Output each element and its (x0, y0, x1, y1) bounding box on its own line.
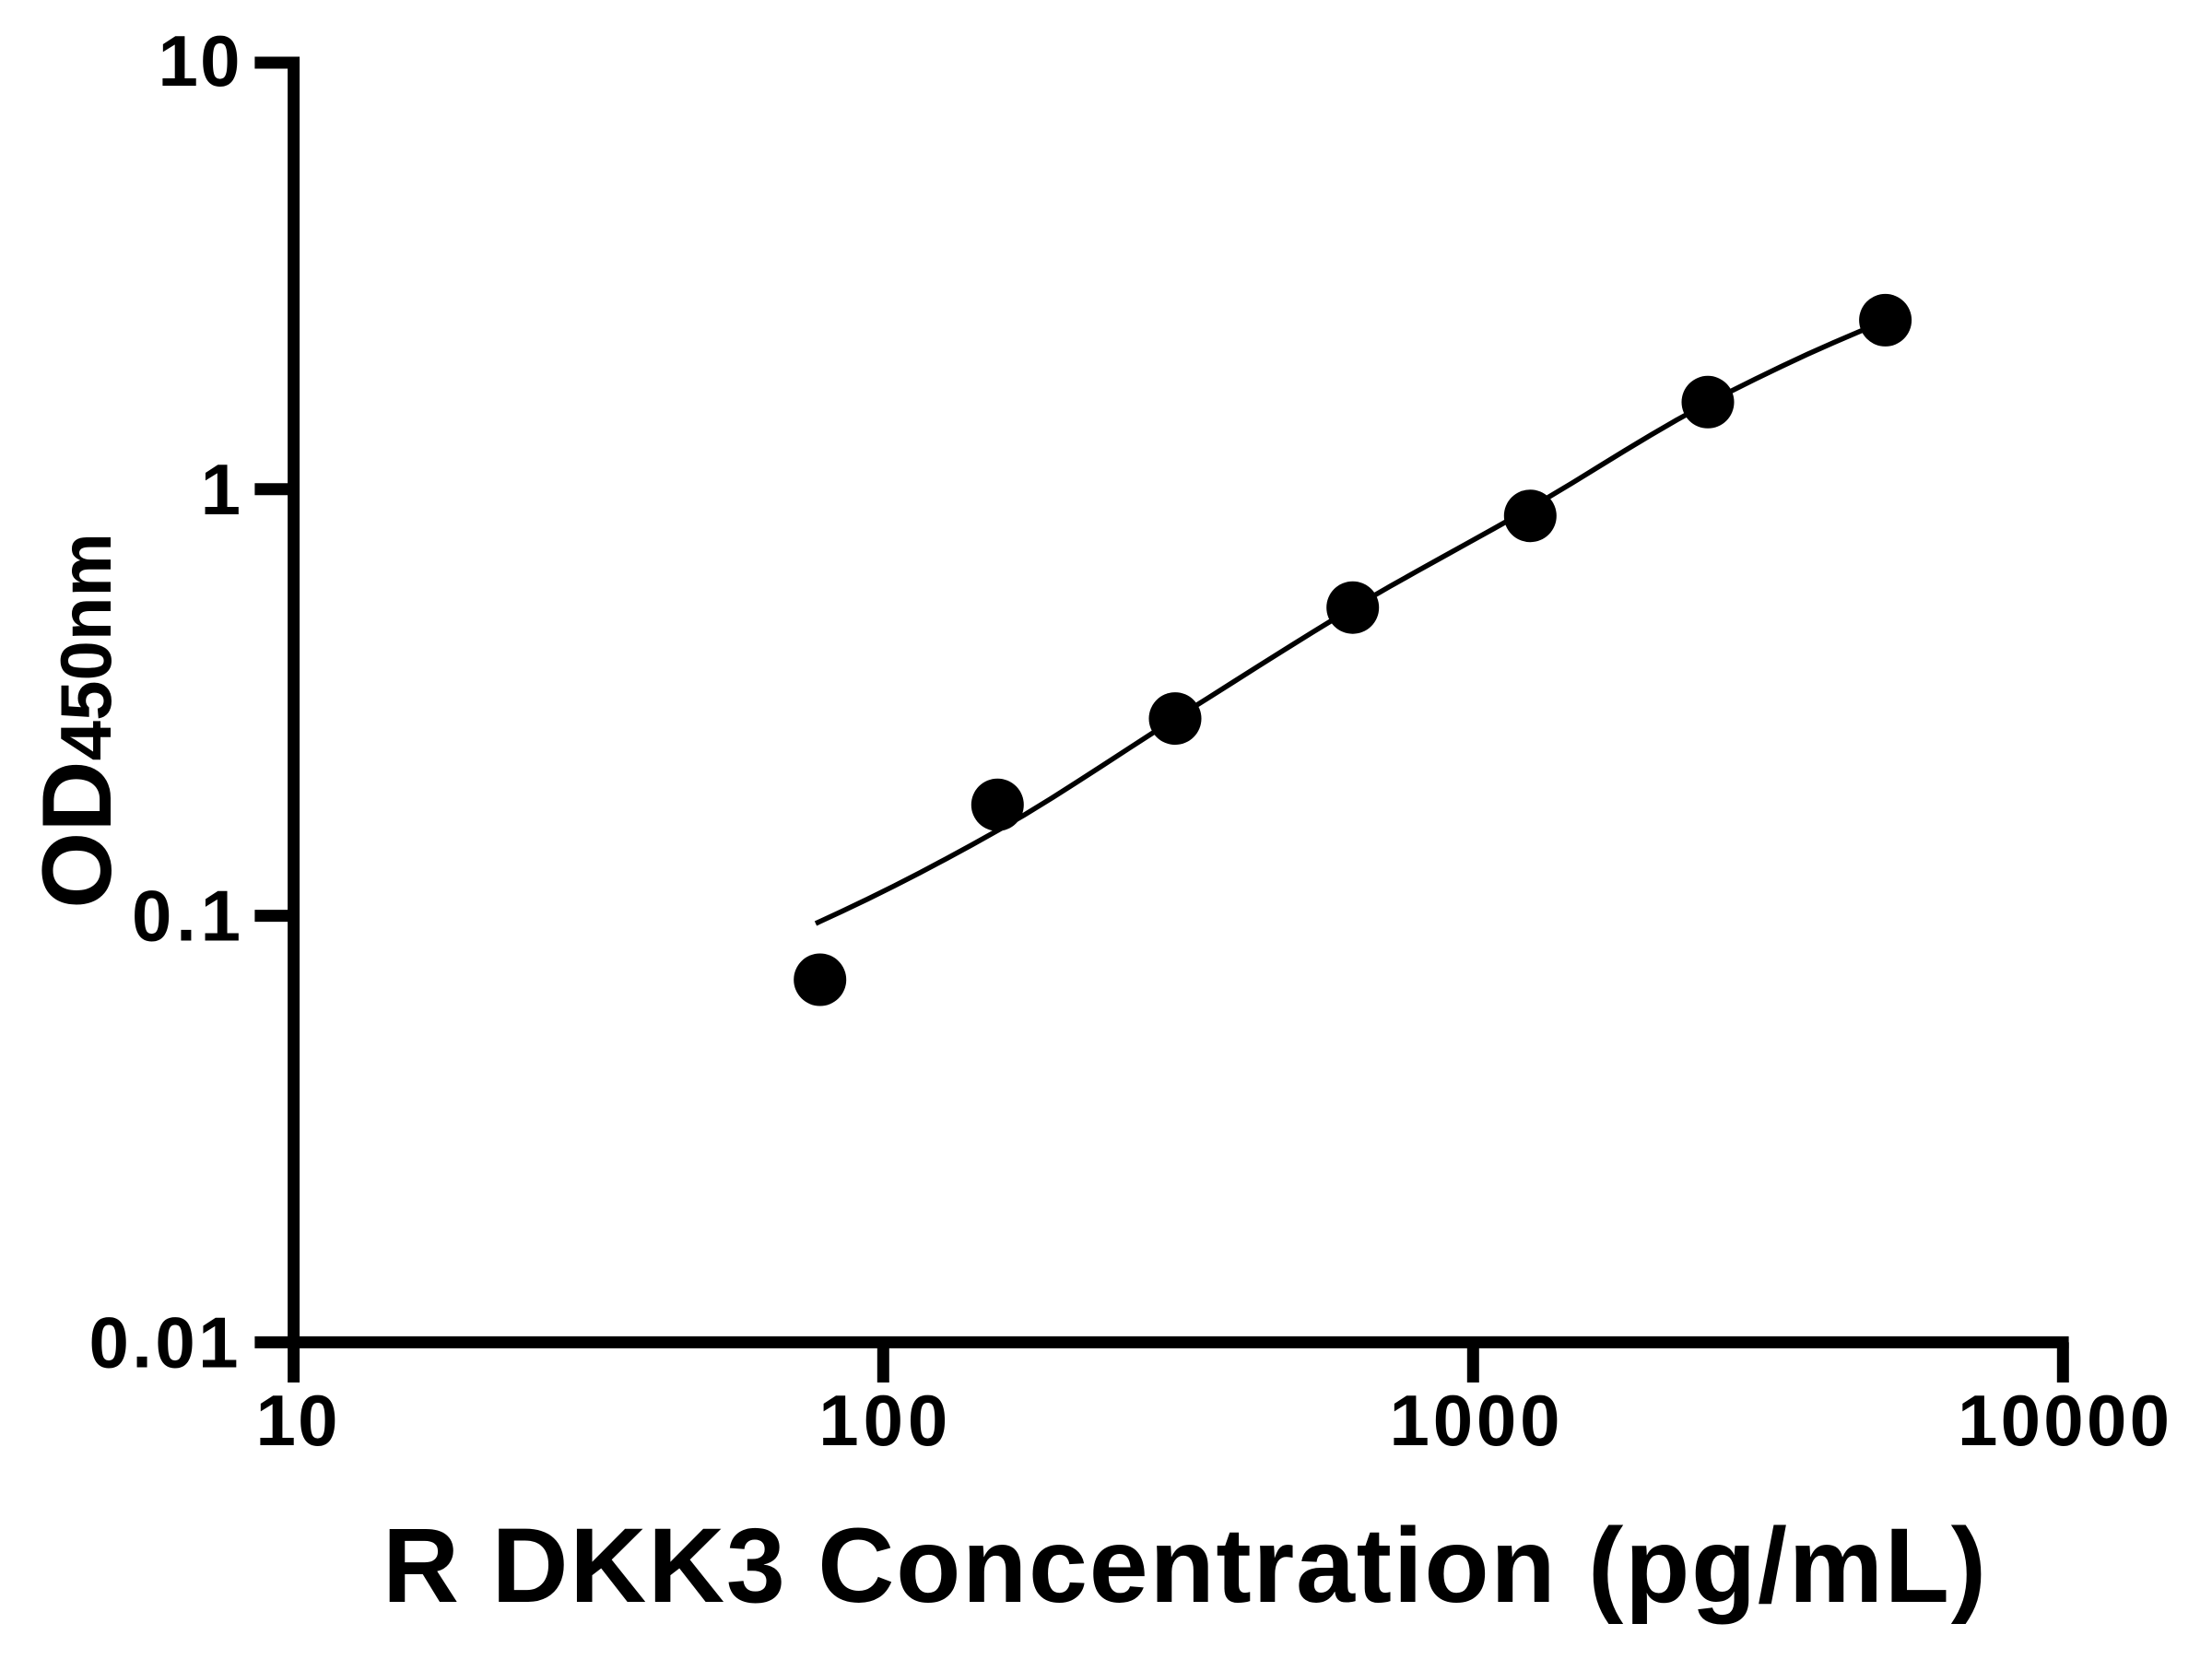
svg-text:10000: 10000 (1958, 1380, 2170, 1461)
svg-text:0.01: 0.01 (89, 1301, 239, 1382)
svg-text:OD450nm: OD450nm (21, 533, 132, 909)
svg-text:R DKK3 Concentration (pg/mL): R DKK3 Concentration (pg/mL) (382, 1507, 1986, 1625)
svg-text:1: 1 (201, 449, 241, 530)
svg-text:0.1: 0.1 (132, 876, 241, 957)
svg-text:100: 100 (818, 1380, 947, 1461)
